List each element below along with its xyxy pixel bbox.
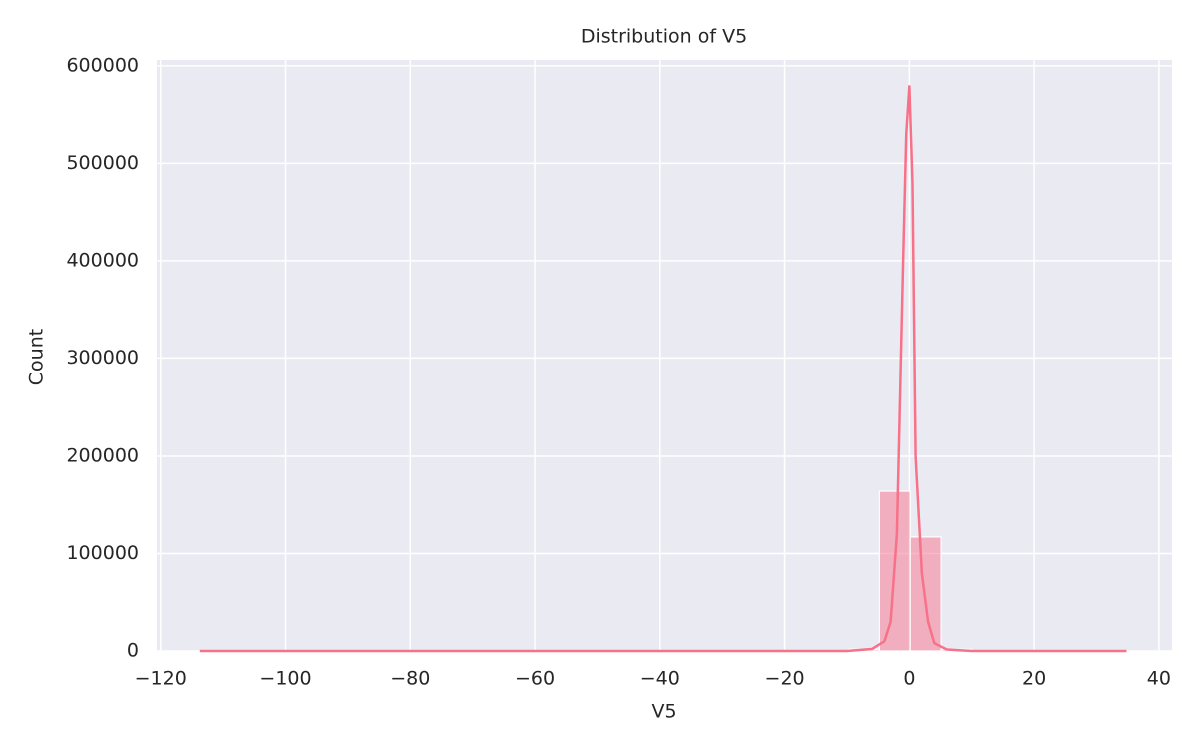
chart-title: Distribution of V5 — [581, 26, 747, 48]
x-tick-label: 20 — [1022, 668, 1046, 690]
x-tick-label: −120 — [135, 668, 187, 690]
x-tick-label: 0 — [903, 668, 915, 690]
x-tick-label: 40 — [1147, 668, 1171, 690]
y-tick-label: 200000 — [66, 444, 139, 466]
x-tick-label: −40 — [640, 668, 680, 690]
x-tick-label: −100 — [259, 668, 311, 690]
plot-background — [157, 60, 1172, 651]
y-tick-label: 400000 — [66, 249, 139, 271]
y-tick-label: 300000 — [66, 347, 139, 369]
x-tick-label: −60 — [515, 668, 555, 690]
y-axis-label: Count — [26, 329, 48, 385]
x-axis-label: V5 — [651, 701, 676, 723]
y-tick-label: 100000 — [66, 542, 139, 564]
y-tick-label: 600000 — [66, 54, 139, 76]
y-tick-label: 0 — [127, 640, 139, 662]
y-tick-label: 500000 — [66, 152, 139, 174]
x-tick-label: −20 — [765, 668, 805, 690]
x-tick-label: −80 — [390, 668, 430, 690]
